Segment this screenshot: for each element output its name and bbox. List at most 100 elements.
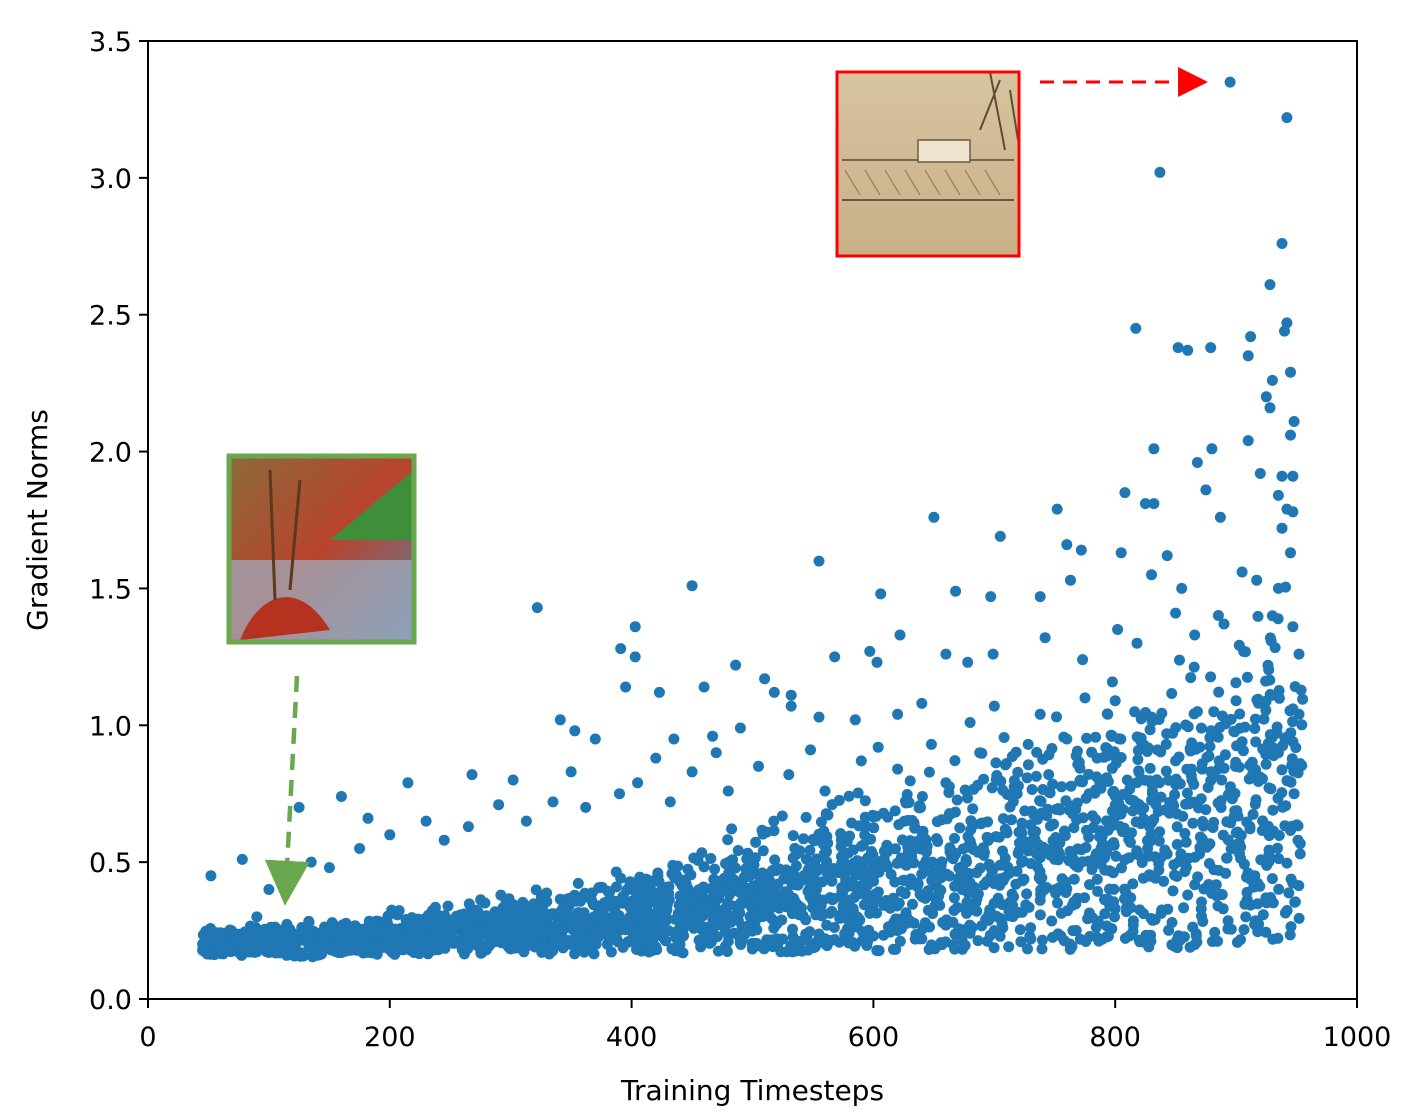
data-point bbox=[1091, 873, 1103, 885]
data-point bbox=[1154, 166, 1166, 178]
data-point bbox=[802, 863, 814, 875]
data-point bbox=[1022, 759, 1034, 771]
data-point bbox=[1051, 503, 1063, 515]
data-point bbox=[629, 621, 641, 633]
data-point bbox=[674, 938, 686, 950]
y-tick-label: 2.0 bbox=[89, 438, 132, 469]
data-point bbox=[1109, 799, 1121, 811]
data-point bbox=[948, 905, 960, 916]
data-point bbox=[720, 903, 732, 915]
data-point bbox=[1006, 888, 1018, 900]
data-point bbox=[251, 911, 263, 923]
data-point bbox=[1080, 842, 1092, 853]
data-point bbox=[1139, 498, 1151, 510]
data-point bbox=[1295, 684, 1307, 696]
data-point bbox=[442, 900, 454, 912]
data-point bbox=[1167, 798, 1179, 810]
data-point bbox=[335, 947, 347, 958]
data-point bbox=[572, 877, 584, 889]
data-point bbox=[602, 915, 614, 927]
data-point bbox=[1247, 808, 1259, 820]
data-point bbox=[1102, 930, 1114, 942]
data-point bbox=[1204, 732, 1216, 744]
x-tick-label: 200 bbox=[364, 1022, 416, 1053]
data-point bbox=[383, 935, 395, 947]
data-point bbox=[696, 847, 708, 859]
data-point bbox=[1046, 915, 1058, 927]
data-point bbox=[738, 888, 750, 899]
data-point bbox=[954, 822, 966, 834]
data-point bbox=[734, 722, 746, 734]
data-point bbox=[1292, 834, 1304, 846]
data-point bbox=[530, 908, 542, 920]
data-point bbox=[1153, 853, 1165, 865]
data-point bbox=[840, 913, 852, 924]
data-point bbox=[962, 792, 973, 804]
data-point bbox=[1035, 795, 1047, 807]
data-point bbox=[1075, 544, 1087, 556]
data-point bbox=[1119, 487, 1131, 499]
data-point bbox=[1273, 883, 1285, 895]
data-point bbox=[852, 787, 864, 799]
data-point bbox=[940, 648, 952, 660]
data-point bbox=[1022, 943, 1033, 955]
data-point bbox=[872, 741, 884, 753]
data-point bbox=[996, 918, 1008, 930]
data-point bbox=[682, 883, 694, 895]
data-point bbox=[1263, 849, 1275, 861]
data-point bbox=[1171, 839, 1183, 850]
data-point bbox=[1252, 898, 1264, 910]
data-point bbox=[1085, 911, 1097, 923]
y-tick-label: 0.0 bbox=[89, 985, 132, 1016]
data-point bbox=[819, 933, 831, 945]
data-point bbox=[1184, 743, 1196, 755]
data-point bbox=[1264, 402, 1276, 414]
data-point bbox=[962, 656, 974, 668]
data-point bbox=[817, 894, 829, 906]
data-point bbox=[708, 921, 720, 933]
sketch-thumbnail-frame bbox=[835, 70, 1021, 258]
data-point bbox=[948, 892, 960, 904]
data-point bbox=[297, 950, 309, 962]
data-point bbox=[1224, 76, 1236, 88]
data-point bbox=[1109, 903, 1121, 915]
data-point bbox=[956, 943, 968, 955]
data-point bbox=[820, 808, 832, 820]
data-point bbox=[805, 744, 816, 756]
data-point bbox=[1004, 801, 1016, 813]
data-point bbox=[907, 898, 918, 910]
data-point bbox=[800, 811, 812, 823]
data-point bbox=[586, 895, 598, 906]
data-point bbox=[1155, 791, 1167, 803]
data-point bbox=[1090, 731, 1102, 743]
data-point bbox=[916, 933, 928, 945]
data-point bbox=[894, 935, 906, 947]
data-point bbox=[768, 815, 780, 827]
data-point bbox=[1000, 758, 1012, 770]
data-point bbox=[1187, 921, 1199, 933]
data-point bbox=[481, 944, 492, 956]
data-point bbox=[991, 770, 1003, 781]
data-point bbox=[776, 914, 788, 926]
data-point bbox=[610, 866, 622, 878]
data-point bbox=[459, 908, 471, 920]
data-point bbox=[789, 896, 801, 908]
x-tick-label: 1000 bbox=[1323, 1022, 1392, 1053]
data-point bbox=[796, 945, 808, 957]
data-point bbox=[1110, 850, 1122, 862]
data-point bbox=[826, 905, 838, 917]
data-point bbox=[1115, 547, 1127, 559]
data-point bbox=[1209, 926, 1221, 938]
data-point bbox=[898, 874, 910, 886]
data-point bbox=[988, 925, 1000, 937]
data-point bbox=[1167, 885, 1179, 897]
data-point bbox=[1093, 935, 1105, 947]
data-point bbox=[909, 822, 921, 834]
data-point bbox=[472, 937, 484, 949]
data-point bbox=[1241, 886, 1253, 898]
data-point bbox=[1260, 892, 1272, 904]
data-point bbox=[1228, 725, 1240, 737]
data-point bbox=[1116, 862, 1127, 874]
sketch-thumbnail bbox=[835, 70, 1021, 258]
data-point bbox=[721, 916, 733, 928]
